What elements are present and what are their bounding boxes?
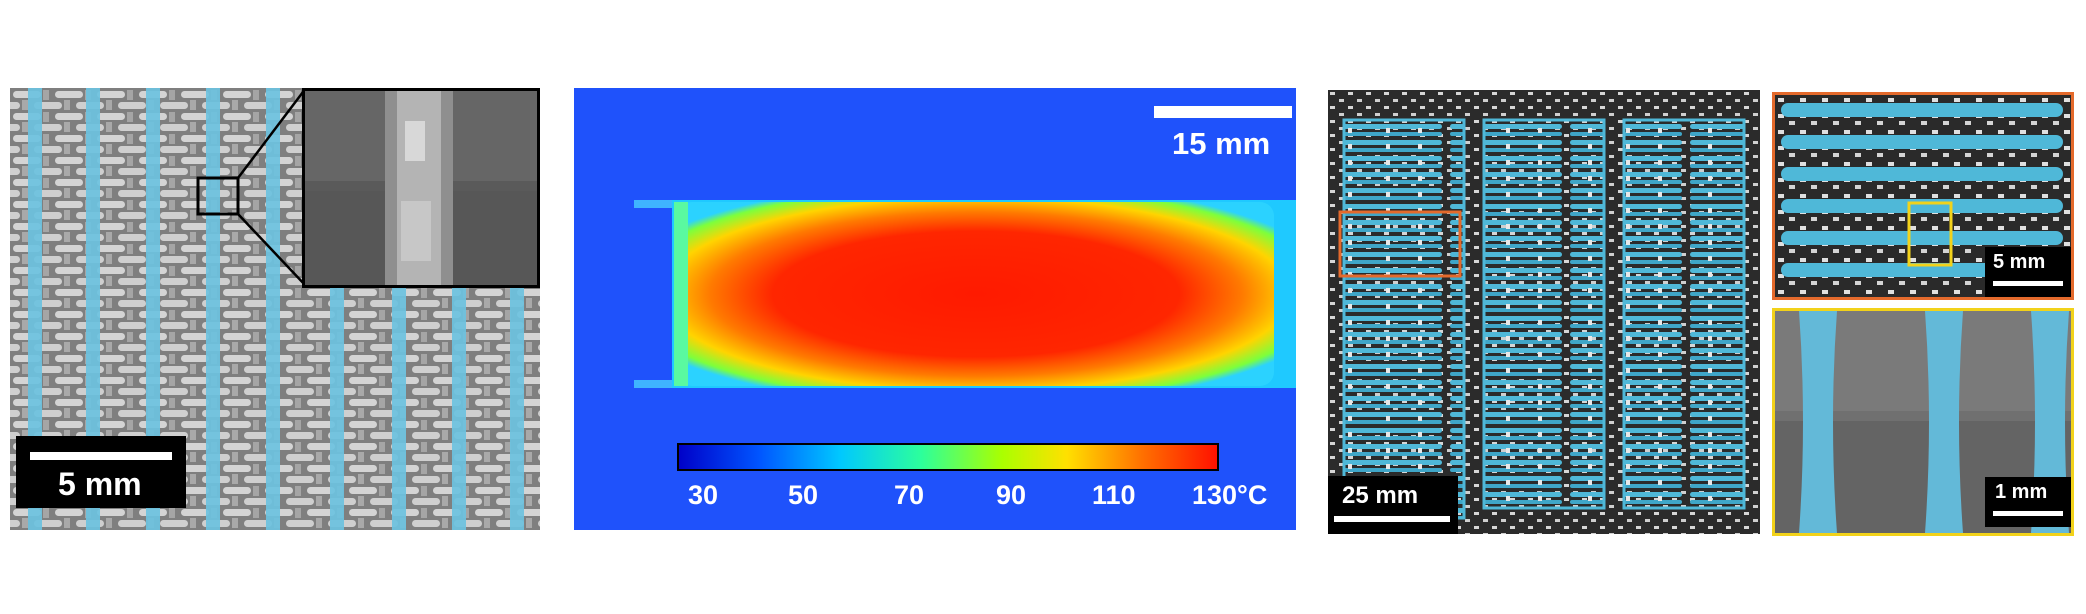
serpentine-tows bbox=[1781, 103, 2063, 277]
patches-image bbox=[1328, 90, 1760, 534]
colorbar bbox=[677, 443, 1219, 471]
inset-tow-closeup bbox=[305, 91, 537, 285]
colorbar-tick-labels: 30 50 70 90 110 130°C bbox=[574, 480, 1296, 520]
scale-bar-line bbox=[1993, 281, 2063, 286]
zoom-region-box bbox=[1907, 201, 1953, 267]
colorbar-tick: 30 bbox=[688, 480, 719, 510]
serpentine-zoom-panel: 5 mm bbox=[1772, 92, 2074, 300]
scale-bar-c: 25 mm bbox=[1328, 476, 1458, 534]
thermal-image-panel: 15 mm 30 50 70 90 110 130°C bbox=[574, 88, 1296, 530]
zoom-region-box bbox=[196, 176, 240, 216]
sem-closeup-panel: 1 mm bbox=[1772, 308, 2074, 536]
scale-bar-a: 5 mm bbox=[16, 436, 186, 508]
printed-patch-1 bbox=[1342, 118, 1466, 520]
colorbar-tick: 110 bbox=[1092, 480, 1136, 510]
highlight-box bbox=[1338, 210, 1462, 278]
colorbar-tick: 50 bbox=[788, 480, 819, 510]
scale-bar-line bbox=[1334, 516, 1450, 522]
scale-bar-label: 5 mm bbox=[58, 466, 142, 502]
fabric-micrograph-panel: 5 mm bbox=[10, 88, 540, 530]
colorbar-tick: 90 bbox=[996, 480, 1027, 510]
scale-bar-label: 25 mm bbox=[1342, 482, 1419, 509]
printed-patch-3 bbox=[1622, 118, 1746, 510]
printed-patches-panel: 25 mm bbox=[1328, 90, 1760, 534]
colorbar-tick: 130°C bbox=[1192, 480, 1268, 510]
heated-region bbox=[678, 202, 1274, 386]
scale-bar-b: 15 mm bbox=[1142, 106, 1292, 166]
scale-bar-d: 5 mm bbox=[1985, 247, 2071, 297]
scale-bar-label: 1 mm bbox=[1995, 481, 2048, 503]
scale-bar-e: 1 mm bbox=[1985, 477, 2071, 527]
thermal-heatmap bbox=[574, 88, 1296, 530]
scale-bar-line bbox=[30, 452, 172, 460]
scale-bar-line bbox=[1993, 511, 2063, 516]
printed-patch-2 bbox=[1482, 118, 1606, 510]
zoom-inset bbox=[302, 88, 540, 288]
colorbar-tick: 70 bbox=[894, 480, 925, 510]
scale-bar-label: 15 mm bbox=[1172, 126, 1271, 161]
scale-bar-label: 5 mm bbox=[1993, 251, 2046, 273]
scale-bar-line bbox=[1154, 106, 1292, 118]
